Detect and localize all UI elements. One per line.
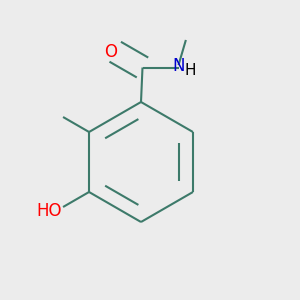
Text: H: H (184, 63, 196, 78)
Text: N: N (172, 57, 185, 75)
Text: O: O (104, 43, 117, 61)
Text: HO: HO (36, 202, 62, 220)
